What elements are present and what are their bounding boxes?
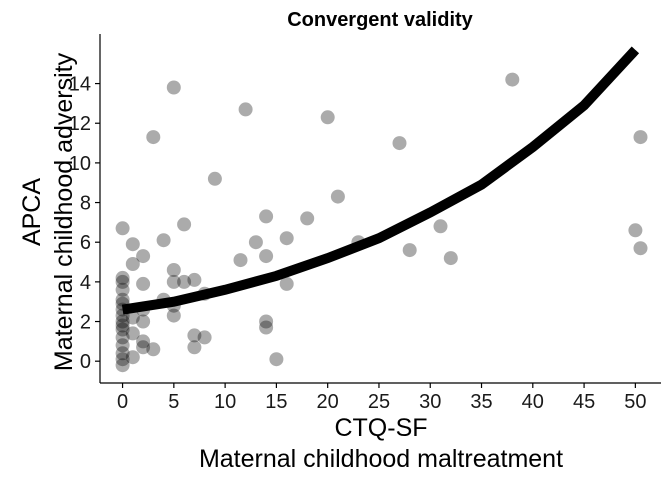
data-point xyxy=(136,314,151,329)
data-point xyxy=(300,211,315,226)
data-point xyxy=(166,308,181,323)
data-point xyxy=(269,352,284,367)
data-point xyxy=(505,72,520,87)
x-axis-title-line-1: CTQ-SF xyxy=(334,414,427,442)
data-point xyxy=(125,326,140,341)
data-point xyxy=(166,274,181,289)
data-point xyxy=(433,219,448,234)
data-point xyxy=(115,282,130,297)
data-point xyxy=(177,274,192,289)
x-axis-title-line-2: Maternal childhood maltreatment xyxy=(199,445,563,473)
y-tick-label: 10 xyxy=(69,153,91,175)
data-point xyxy=(402,243,417,258)
data-point xyxy=(259,320,274,335)
data-point xyxy=(633,241,648,256)
data-point xyxy=(279,276,294,291)
data-point xyxy=(115,358,130,373)
data-point xyxy=(136,249,151,264)
data-point xyxy=(279,231,294,246)
data-point xyxy=(115,346,130,361)
data-point xyxy=(233,253,248,268)
data-point xyxy=(125,257,140,271)
y-tick-label: 14 xyxy=(69,74,91,96)
data-point xyxy=(166,80,181,95)
data-point xyxy=(248,235,263,250)
y-tick-label: 8 xyxy=(80,193,91,215)
data-point xyxy=(115,221,130,236)
data-point xyxy=(115,274,130,289)
data-point xyxy=(177,217,192,232)
data-point xyxy=(156,233,171,248)
x-tick-label: 10 xyxy=(214,391,236,413)
y-axis-title-line-2: Maternal childhood adversity xyxy=(50,52,78,371)
fitted-curve xyxy=(121,46,640,315)
data-point xyxy=(330,189,345,204)
data-point xyxy=(259,209,274,224)
data-point xyxy=(146,342,161,357)
data-point xyxy=(115,322,130,337)
x-tick-label: 35 xyxy=(470,391,492,413)
y-tick-label: 12 xyxy=(69,113,91,135)
data-point xyxy=(207,171,222,186)
x-tick-label: 30 xyxy=(419,391,441,413)
x-tick-label: 20 xyxy=(317,391,339,413)
data-point xyxy=(115,318,130,333)
data-point xyxy=(392,136,407,151)
x-tick-label: 45 xyxy=(573,391,595,413)
y-tick-label: 4 xyxy=(80,272,91,294)
data-point xyxy=(187,272,202,287)
data-point xyxy=(125,237,140,252)
data-point xyxy=(166,263,181,277)
x-tick-label: 40 xyxy=(522,391,544,413)
data-point xyxy=(238,102,253,117)
data-point xyxy=(136,276,151,291)
data-point xyxy=(115,314,130,329)
y-tick-label: 6 xyxy=(80,232,91,254)
data-point xyxy=(187,340,202,355)
x-tick-label: 50 xyxy=(624,391,646,413)
data-point xyxy=(136,340,151,355)
data-point xyxy=(115,292,130,307)
data-point xyxy=(259,249,274,264)
data-point xyxy=(115,338,130,353)
data-point xyxy=(197,330,212,345)
data-point xyxy=(628,223,643,238)
chart-title: Convergent validity xyxy=(287,9,473,31)
data-point xyxy=(115,330,130,345)
data-point xyxy=(125,350,140,365)
data-point xyxy=(633,130,648,145)
data-point xyxy=(443,251,458,266)
data-point xyxy=(115,352,130,367)
axes xyxy=(99,34,661,384)
x-tick-label: 15 xyxy=(265,391,287,413)
data-point xyxy=(136,334,151,349)
y-tick-label: 0 xyxy=(80,351,91,373)
x-tick-label: 25 xyxy=(368,391,390,413)
y-tick-label: 2 xyxy=(80,312,91,334)
data-point xyxy=(259,314,274,329)
x-tick-label: 5 xyxy=(168,391,179,413)
x-tick-label: 0 xyxy=(117,391,128,413)
x-axis-ticks: 0 5 10 15 20 25 30 35 40 45 50 xyxy=(117,383,646,413)
y-axis-title-line-1: APCA xyxy=(18,178,46,246)
y-axis-ticks: 0 2 4 6 8 10 12 14 xyxy=(69,74,100,373)
data-point xyxy=(115,270,130,285)
data-point xyxy=(187,328,202,343)
data-point xyxy=(320,110,335,125)
data-point xyxy=(125,310,140,325)
data-point xyxy=(146,130,161,145)
